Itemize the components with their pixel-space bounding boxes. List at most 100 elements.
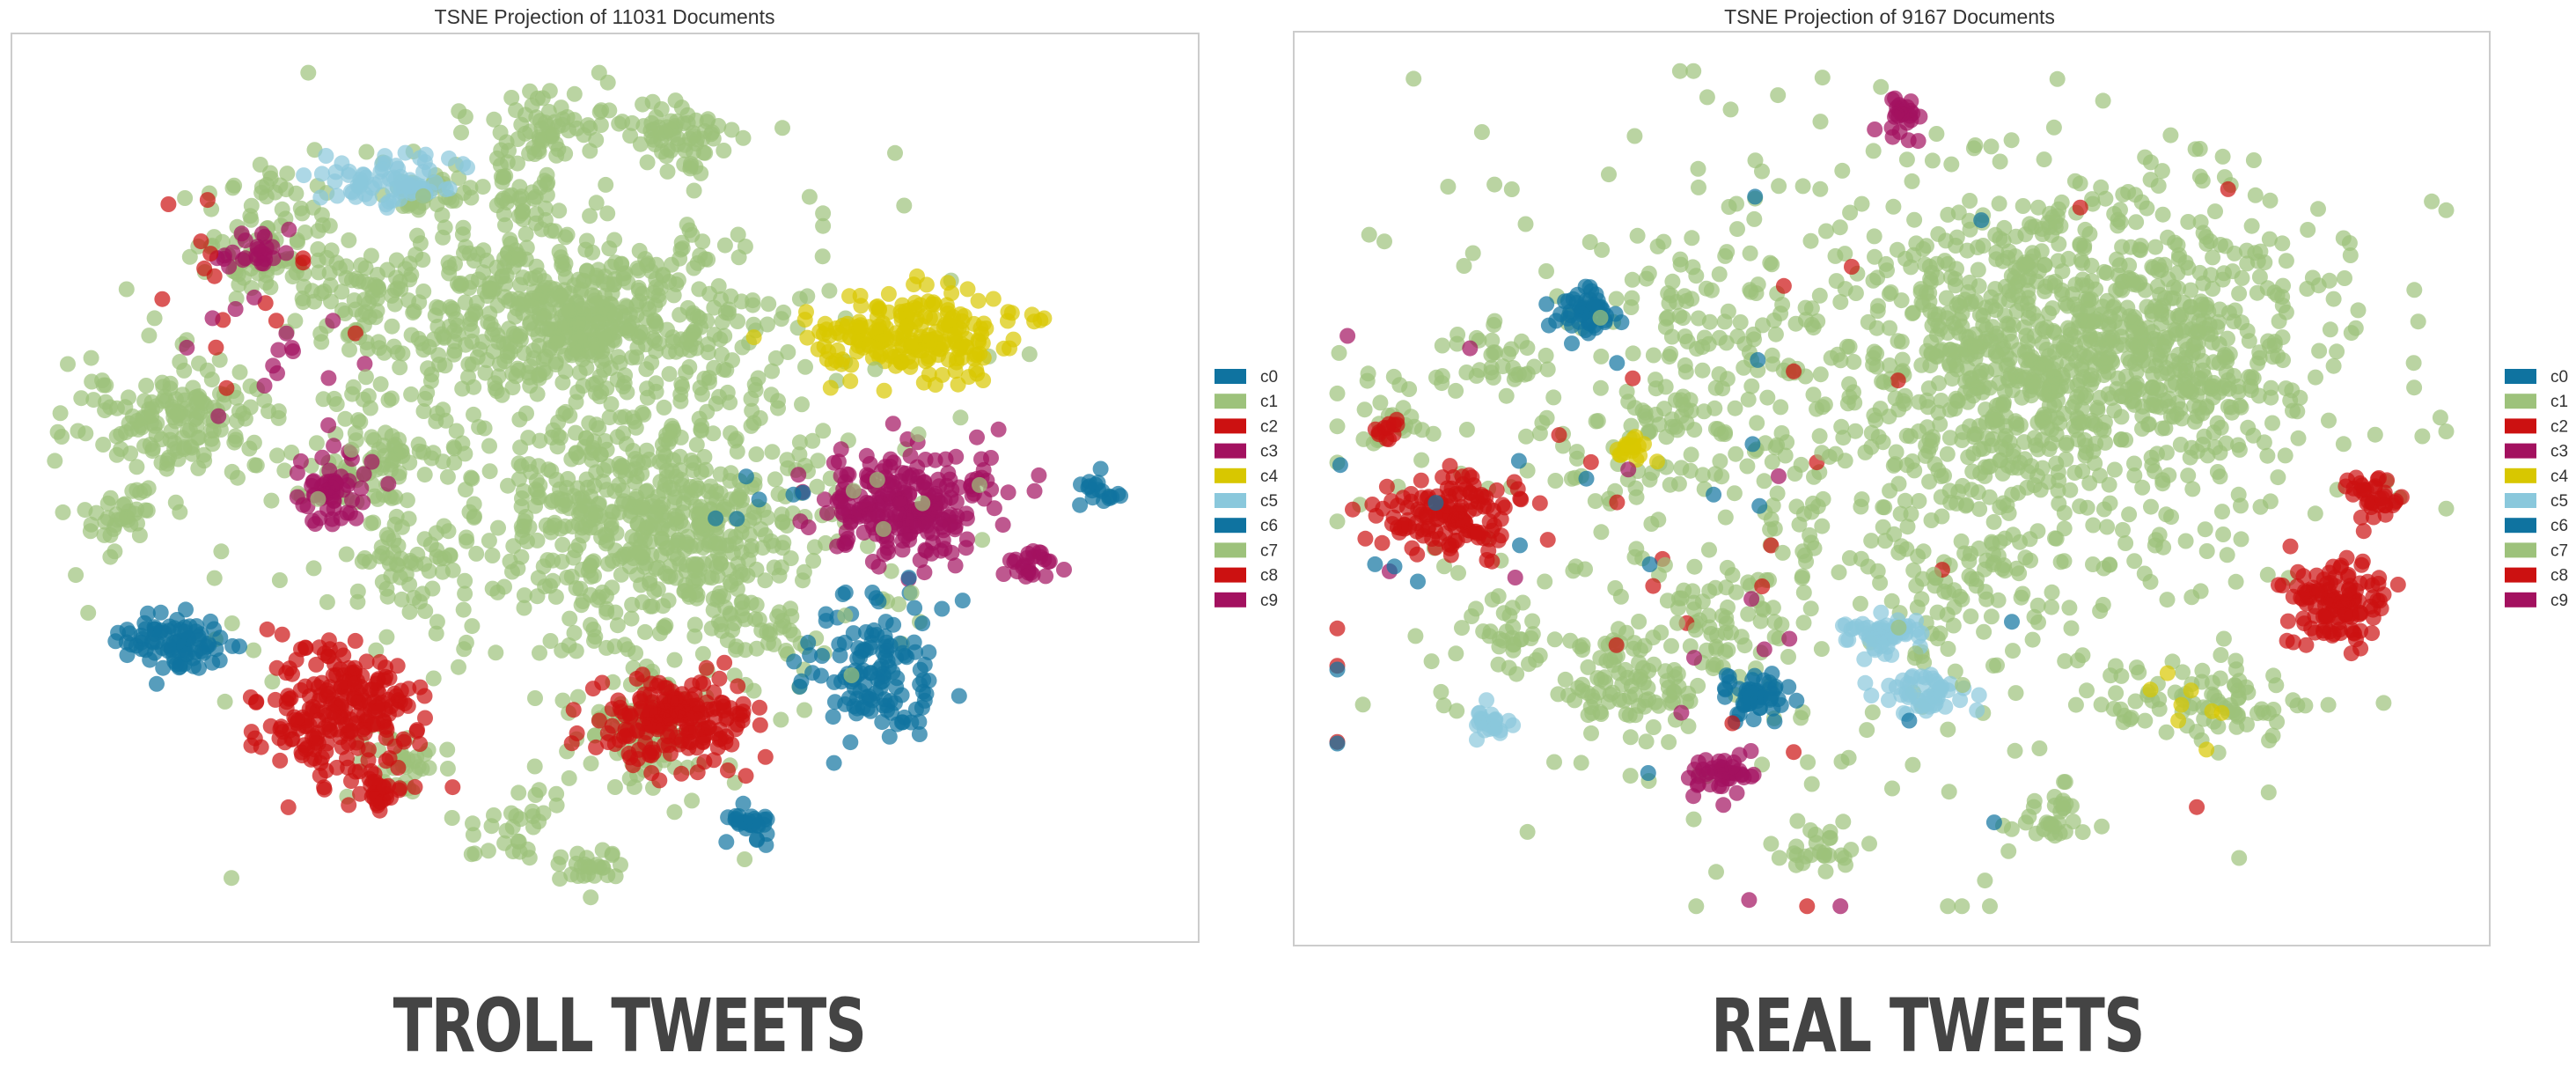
scatter-point-c1 <box>288 185 305 202</box>
scatter-point-c7 <box>903 585 920 601</box>
scatter-point-c1 <box>165 409 182 425</box>
scatter-point-c1 <box>2195 362 2212 379</box>
scatter-point-c1 <box>662 568 679 585</box>
scatter-point-c1 <box>1811 428 1828 445</box>
scatter-point-c1 <box>466 379 482 395</box>
scatter-point-c3 <box>875 497 892 513</box>
scatter-point-c1 <box>1976 623 1993 640</box>
scatter-point-c2 <box>370 716 386 732</box>
scatter-point-c1 <box>264 674 281 690</box>
scatter-point-c4 <box>880 285 897 302</box>
scatter-point-c4 <box>811 323 828 340</box>
legend-swatch-c1 <box>1215 394 1246 409</box>
scatter-point-c2 <box>752 717 768 733</box>
scatter-point-c1 <box>588 195 605 211</box>
scatter-point-c1 <box>1433 683 1449 700</box>
scatter-point-c1 <box>582 557 598 574</box>
scatter-point-c0 <box>826 755 842 771</box>
scatter-point-c1 <box>1943 156 1960 173</box>
scatter-point-c1 <box>693 422 709 438</box>
scatter-point-c1 <box>595 324 612 341</box>
scatter-point-c1 <box>68 567 84 584</box>
scatter-point-c2 <box>412 679 429 696</box>
scatter-point-c7 <box>477 364 494 381</box>
scatter-point-c1 <box>457 572 473 589</box>
scatter-point-c2 <box>720 762 736 778</box>
scatter-point-c7 <box>417 391 434 407</box>
scatter-point-c1 <box>1834 162 1851 179</box>
scatter-point-c1 <box>2095 92 2111 109</box>
scatter-point-c1 <box>308 435 325 452</box>
scatter-point-c1 <box>2158 445 2175 461</box>
scatter-point-c1 <box>2157 420 2174 437</box>
scatter-point-c1 <box>2247 187 2264 203</box>
scatter-point-c1 <box>637 623 653 640</box>
scatter-point-c1 <box>2405 355 2422 372</box>
scatter-point-c1 <box>586 632 602 649</box>
scatter-point-c5 <box>312 189 329 206</box>
scatter-point-c1 <box>1928 126 1945 142</box>
scatter-point-c1 <box>425 670 442 687</box>
scatter-point-c1 <box>516 345 532 362</box>
scatter-point-c1 <box>344 386 361 402</box>
scatter-point-c8 <box>160 196 177 212</box>
scatter-point-c3 <box>1031 467 1047 483</box>
scatter-point-c1 <box>614 496 630 512</box>
scatter-point-c0 <box>868 685 884 702</box>
scatter-point-c1 <box>535 805 552 821</box>
scatter-point-c1 <box>2289 403 2306 420</box>
scatter-point-c1 <box>262 165 278 181</box>
scatter-point-c1 <box>146 417 163 434</box>
scatter-point-c1 <box>550 856 567 873</box>
scatter-point-c1 <box>263 492 280 509</box>
scatter-point-c1 <box>2214 504 2230 520</box>
scatter-point-c2 <box>316 781 333 798</box>
scatter-point-c1 <box>2172 437 2189 453</box>
scatter-point-c1 <box>2184 481 2201 497</box>
scatter-point-c1 <box>801 188 818 205</box>
scatter-point-c1 <box>2071 313 2088 329</box>
scatter-point-c1 <box>350 412 366 429</box>
scatter-point-c4 <box>969 347 985 364</box>
scatter-point-c1 <box>349 593 366 610</box>
scatter-point-c9 <box>179 339 195 356</box>
scatter-point-c2 <box>757 748 774 765</box>
scatter-point-c1 <box>1450 564 1466 581</box>
scatter-point-c1 <box>502 232 518 248</box>
scatter-point-c1 <box>516 587 532 604</box>
scatter-point-c1 <box>347 424 363 441</box>
scatter-point-c7 <box>489 584 506 600</box>
scatter-point-c1 <box>1593 524 1610 541</box>
scatter-point-c1 <box>77 502 93 519</box>
scatter-point-c7 <box>910 426 927 443</box>
scatter-point-c2 <box>308 730 325 747</box>
scatter-point-c1 <box>517 509 534 525</box>
scatter-point-c0 <box>950 688 967 704</box>
scatter-point-c2 <box>325 704 341 721</box>
scatter-point-c1 <box>710 278 727 294</box>
scatter-point-c9 <box>210 408 227 424</box>
scatter-point-c1 <box>2189 443 2205 460</box>
scatter-point-c1 <box>1985 513 2002 530</box>
scatter-point-c1 <box>512 332 529 348</box>
scatter-point-c0 <box>735 795 752 812</box>
scatter-point-c1 <box>2245 152 2262 168</box>
scatter-point-c1 <box>647 332 663 349</box>
scatter-point-c4 <box>893 354 909 371</box>
scatter-point-c7 <box>476 283 493 300</box>
scatter-point-c1 <box>561 610 578 627</box>
scatter-point-c1 <box>1814 70 1831 86</box>
scatter-point-c1 <box>665 287 682 304</box>
scatter-point-c1 <box>2126 377 2143 394</box>
scatter-point-c7 <box>415 444 432 460</box>
scatter-point-c0 <box>842 734 859 751</box>
scatter-point-c1 <box>577 241 594 258</box>
scatter-point-c5 <box>329 188 346 204</box>
scatter-point-c4 <box>796 312 813 328</box>
scatter-point-c1 <box>1747 152 1764 169</box>
scatter-point-c1 <box>606 232 623 248</box>
scatter-point-c1 <box>1868 358 1885 375</box>
scatter-point-c1 <box>745 316 762 333</box>
scatter-point-c0 <box>907 644 923 660</box>
